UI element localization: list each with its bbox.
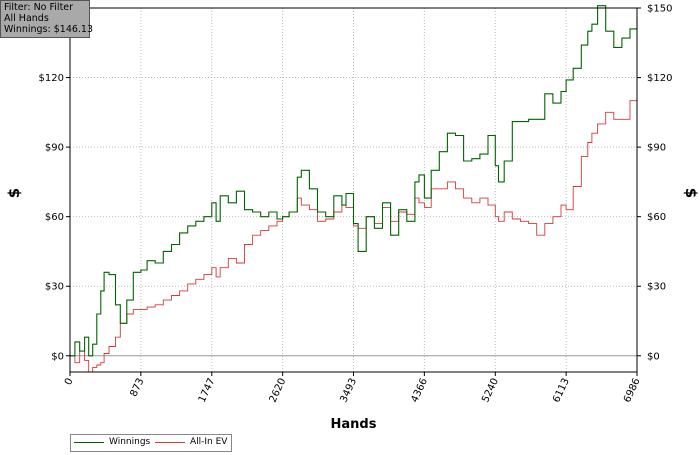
series-line-allin-ev bbox=[70, 98, 638, 373]
x-tick-label: 3493 bbox=[338, 377, 359, 405]
y-tick-label-right: $150 bbox=[647, 4, 672, 15]
legend-label-allin-ev: All-In EV bbox=[190, 437, 228, 447]
y-tick-label-right: $30 bbox=[647, 282, 666, 293]
x-tick-label: 1747 bbox=[197, 377, 218, 405]
series-line-winnings bbox=[70, 5, 638, 357]
legend-swatch-winnings bbox=[74, 441, 104, 443]
y-axis-label-right: $ bbox=[682, 188, 700, 198]
legend-item-allin-ev: All-In EV bbox=[155, 437, 227, 447]
y-tick-label-left: $0 bbox=[51, 351, 64, 362]
x-axis: 0 873 1747 2620 3493 4366 5240 6113 6986 bbox=[63, 372, 643, 404]
winnings-total-label: Winnings: $146.13 bbox=[4, 24, 94, 35]
legend-item-winnings: Winnings bbox=[74, 437, 150, 447]
legend: Winnings All-In EV bbox=[70, 434, 232, 452]
x-tick-label: 0 bbox=[63, 377, 76, 387]
filter-label: Filter: No Filter bbox=[4, 2, 74, 13]
y-tick-label-right: $90 bbox=[647, 143, 666, 154]
y-tick-label-left: $120 bbox=[39, 73, 64, 84]
y-tick-label-right: $120 bbox=[647, 73, 672, 84]
hands-scope-label: All Hands bbox=[4, 13, 49, 24]
filter-info-box: Filter: No Filter All Hands Winnings: $1… bbox=[0, 0, 94, 38]
series-group bbox=[70, 5, 638, 373]
y-axis-left: $0$30$60$90$120$150 bbox=[39, 4, 70, 362]
y-axis-label-left: $ bbox=[5, 188, 23, 198]
y-tick-label-left: $90 bbox=[45, 143, 64, 154]
y-tick-label-left: $60 bbox=[45, 212, 64, 223]
legend-label-winnings: Winnings bbox=[109, 437, 151, 447]
y-tick-label-right: $0 bbox=[647, 351, 660, 362]
x-tick-label: 873 bbox=[129, 377, 147, 399]
y-tick-label-left: $30 bbox=[45, 282, 64, 293]
x-tick-label: 2620 bbox=[268, 377, 289, 405]
x-tick-label: 6113 bbox=[551, 377, 572, 405]
x-tick-label: 5240 bbox=[480, 377, 501, 405]
y-tick-label-right: $60 bbox=[647, 212, 666, 223]
y-axis-right: $0 $30 $60 $90 $120 $150 bbox=[637, 4, 672, 362]
x-tick-label: 6986 bbox=[622, 377, 643, 405]
x-axis-label: Hands bbox=[331, 417, 377, 432]
x-tick-label: 4366 bbox=[409, 377, 430, 405]
legend-swatch-allin-ev bbox=[155, 441, 185, 443]
